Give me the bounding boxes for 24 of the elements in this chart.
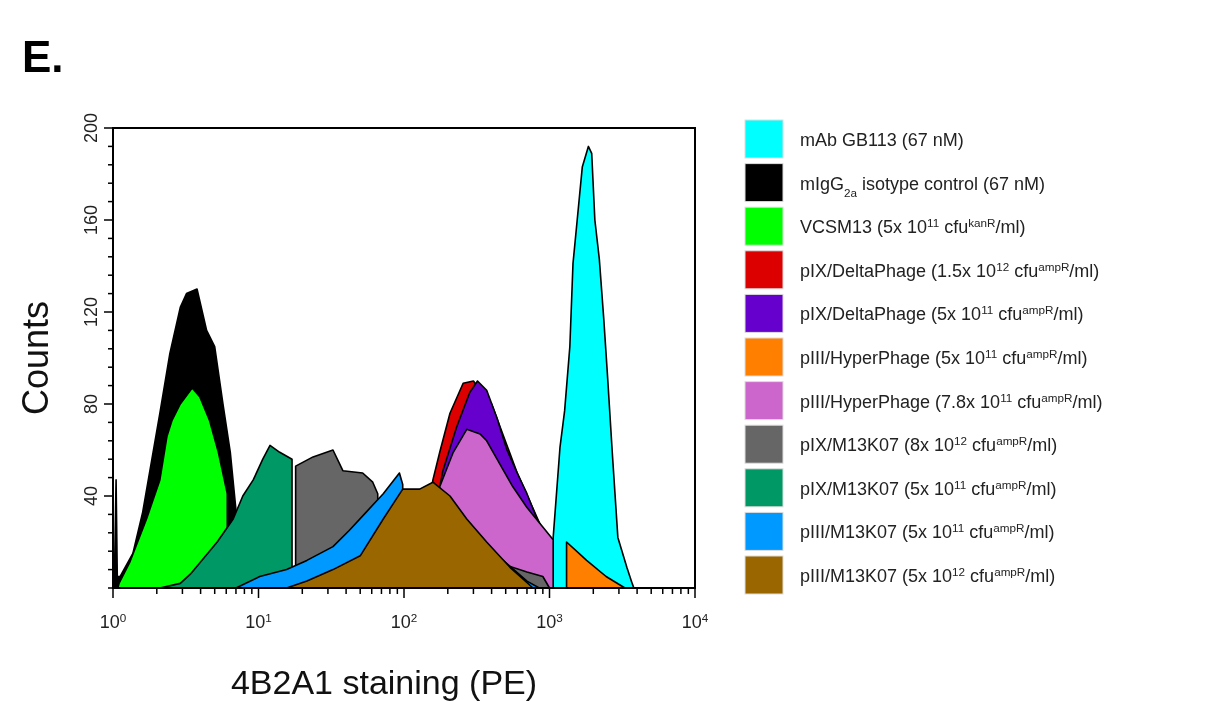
y-tick-label: 120	[81, 296, 101, 328]
y-tick-label: 80	[81, 393, 101, 415]
legend-label: pIII/M13K07 (5x 10$^{12}$ cfu$^{ampR}$/ml)	[800, 564, 1056, 586]
legend-label: pIII/M13K07 (5x 10$^{11}$ cfu$^{ampR}$/ml)	[800, 520, 1055, 543]
y-tick-label: 40	[81, 485, 101, 507]
x-axis-title: 4B2A1 staining (PE)	[230, 663, 538, 701]
legend-label: pIX/M13K07 (5x 10$^{11}$ cfu$^{ampR}$/ml)	[800, 477, 1057, 499]
chart-title: E.	[22, 32, 64, 81]
x-tick-label: 10$^{3}$	[536, 610, 563, 632]
legend-label: pIX/DeltaPhage (5x 10$^{11}$ cfu$^{ampR}$/ml)	[800, 302, 1084, 325]
x-tick-label: 10$^{1}$	[245, 610, 272, 632]
legend-label: pIII/HyperPhage (5x 10$^{11}$ cfu$^{ampR}$/ml)	[800, 346, 1088, 368]
y-tick-label: 160	[81, 204, 101, 236]
y-tick-label: 200	[81, 112, 101, 144]
x-tick-label: 10$^{4}$	[681, 610, 709, 632]
legend-label: mIgG$_{2a}$ isotype control (67 nM)	[800, 173, 1046, 199]
legend-label: VCSM13 (5x 10$^{11}$ cfu$^{kanR}$/ml)	[800, 215, 1026, 238]
legend-label: pIII/HyperPhage (7.8x 10$^{11}$ cfu$^{ampR}$/ml)	[800, 390, 1103, 412]
y-axis-title: Counts	[15, 300, 56, 416]
legend-label: pIX/M13K07 (8x 10$^{12}$ cfu$^{ampR}$/ml)	[800, 433, 1058, 456]
x-tick-label: 10$^{2}$	[390, 610, 418, 632]
x-tick-label: 10$^{0}$	[99, 610, 127, 632]
legend-label: pIX/DeltaPhage (1.5x 10$^{12}$ cfu$^{ampR}$/ml)	[800, 259, 1100, 281]
legend-label: mAb GB113 (67 nM)	[800, 130, 964, 150]
